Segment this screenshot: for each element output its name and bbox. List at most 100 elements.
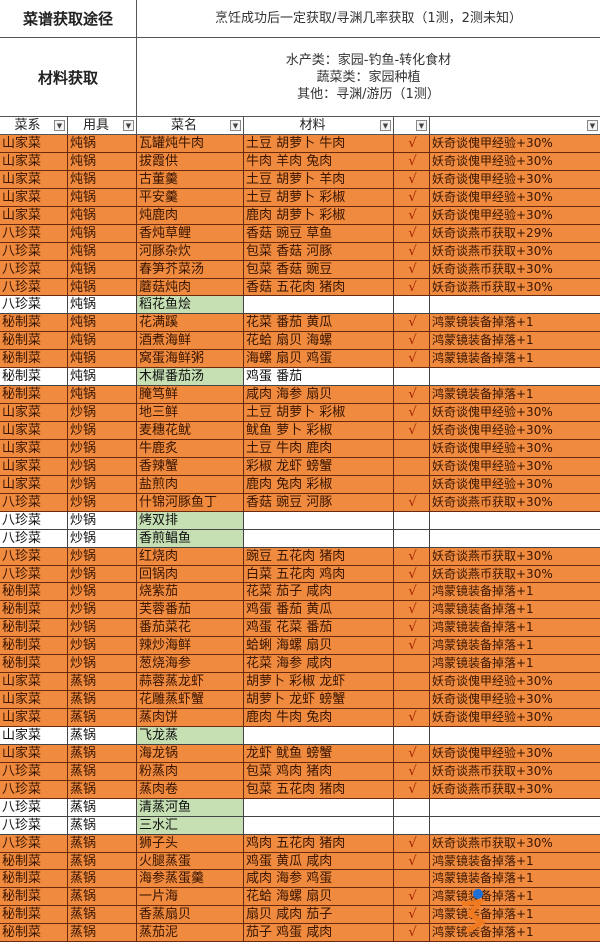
- table-row[interactable]: 秘制菜 炖锅 花满蹊 花菜 番茄 黄瓜 √ 鸿蒙镜装备掉落+1: [0, 314, 600, 333]
- cuisine-cell[interactable]: 山家菜: [0, 170, 68, 188]
- cuisine-cell[interactable]: 山家菜: [0, 691, 68, 708]
- dish-name-cell[interactable]: 蒜蓉蒸龙虾: [137, 673, 244, 691]
- table-row[interactable]: 秘制菜 炖锅 窝蛋海鲜粥 海螺 扇贝 鸡蛋 √ 鸿蒙镜装备掉落+1: [0, 350, 600, 369]
- obtained-check-cell[interactable]: √: [394, 135, 430, 152]
- obtained-check-cell[interactable]: √: [394, 278, 430, 296]
- filter-dropdown-icon[interactable]: ▼: [416, 120, 427, 131]
- dish-name-cell[interactable]: 花雕蒸虾蟹: [137, 691, 244, 708]
- tool-cell[interactable]: 炖锅: [68, 386, 137, 404]
- table-row[interactable]: 八珍菜 炖锅 香炖草鲤 香菇 豌豆 草鱼 √ 妖奇谈燕币获取+29%: [0, 224, 600, 243]
- ingredients-cell[interactable]: 彩椒 龙虾 螃蟹: [244, 457, 394, 475]
- tool-cell[interactable]: 炖锅: [68, 188, 137, 206]
- dish-name-cell[interactable]: 麦穗花鱿: [137, 422, 244, 439]
- ingredients-cell[interactable]: 鸡蛋 番茄 黄瓜: [244, 601, 394, 619]
- ingredients-cell[interactable]: [244, 798, 394, 816]
- table-row[interactable]: 山家菜 蒸锅 花雕蒸虾蟹 胡萝卜 龙虾 螃蟹 妖奇谈傀甲经验+30%: [0, 691, 600, 709]
- obtained-check-cell[interactable]: √: [394, 852, 430, 870]
- effect-cell[interactable]: 妖奇谈傀甲经验+30%: [432, 440, 553, 455]
- dish-name-cell[interactable]: 烧紫茄: [137, 583, 244, 601]
- table-row[interactable]: 秘制菜 炒锅 番茄菜花 鸡蛋 花菜 番茄 √ 鸿蒙镜装备掉落+1: [0, 619, 600, 638]
- table-row[interactable]: 八珍菜 炖锅 春笋芥菜汤 包菜 香菇 豌豆 √ 妖奇谈燕币获取+30%: [0, 260, 600, 279]
- obtained-check-cell[interactable]: √: [394, 547, 430, 565]
- ingredients-cell[interactable]: 扇贝 咸肉 茄子: [244, 906, 394, 924]
- effect-cell[interactable]: [430, 512, 600, 529]
- table-row[interactable]: 八珍菜 蒸锅 三水汇: [0, 816, 600, 835]
- dish-name-cell[interactable]: 蒸茄泥: [137, 924, 244, 942]
- tool-cell[interactable]: 炒锅: [68, 601, 137, 619]
- tool-cell[interactable]: 炒锅: [68, 475, 137, 493]
- obtained-check-cell[interactable]: √: [394, 314, 430, 332]
- table-row[interactable]: 秘制菜 炒锅 葱烧海参 花菜 海参 咸肉 鸿蒙镜装备掉落+1: [0, 655, 600, 674]
- obtained-check-cell[interactable]: √: [394, 619, 430, 637]
- effect-cell[interactable]: 妖奇谈燕币获取+30%: [432, 763, 553, 778]
- cuisine-cell[interactable]: 山家菜: [0, 188, 68, 206]
- effect-cell[interactable]: 鸿蒙镜装备掉落+1: [432, 602, 534, 617]
- ingredients-cell[interactable]: 咸肉 海参 鸡蛋: [244, 870, 394, 888]
- cuisine-cell[interactable]: 秘制菜: [0, 368, 68, 386]
- obtained-check-cell[interactable]: [394, 296, 430, 314]
- ingredients-cell[interactable]: 鱿鱼 萝卜 彩椒: [244, 422, 394, 439]
- ingredients-cell[interactable]: 香菇 五花肉 猪肉: [244, 278, 394, 296]
- ingredients-cell[interactable]: [244, 529, 394, 547]
- effect-cell[interactable]: 妖奇谈燕币获取+30%: [432, 835, 553, 850]
- effect-cell[interactable]: 妖奇谈傀甲经验+30%: [432, 476, 553, 491]
- obtained-check-cell[interactable]: √: [394, 834, 430, 852]
- dish-name-cell[interactable]: 地三鲜: [137, 404, 244, 421]
- effect-cell[interactable]: 妖奇谈燕币获取+30%: [432, 548, 553, 563]
- table-row[interactable]: 山家菜 炒锅 盐煎肉 鹿肉 兔肉 彩椒 妖奇谈傀甲经验+30%: [0, 475, 600, 494]
- effect-cell[interactable]: 妖奇谈傀甲经验+30%: [432, 207, 553, 222]
- obtained-check-cell[interactable]: [394, 691, 430, 708]
- obtained-check-cell[interactable]: [394, 439, 430, 457]
- effect-cell[interactable]: 鸿蒙镜装备掉落+1: [432, 925, 534, 940]
- cuisine-cell[interactable]: 山家菜: [0, 744, 68, 762]
- cuisine-cell[interactable]: 秘制菜: [0, 619, 68, 637]
- ingredients-cell[interactable]: 海螺 扇贝 鸡蛋: [244, 350, 394, 368]
- table-row[interactable]: 山家菜 炖锅 瓦罐炖牛肉 土豆 胡萝卜 牛肉 √ 妖奇谈傀甲经验+30%: [0, 135, 600, 153]
- table-row[interactable]: 山家菜 蒸锅 蒸肉饼 鹿肉 牛肉 兔肉 √ 妖奇谈傀甲经验+30%: [0, 709, 600, 727]
- cuisine-cell[interactable]: 八珍菜: [0, 834, 68, 852]
- ingredients-cell[interactable]: 鹿肉 胡萝卜 彩椒: [244, 206, 394, 224]
- ingredients-cell[interactable]: 土豆 胡萝卜 羊肉: [244, 170, 394, 188]
- ingredients-cell[interactable]: 包菜 鸡肉 猪肉: [244, 762, 394, 780]
- ingredients-cell[interactable]: 鸡肉 五花肉 猪肉: [244, 834, 394, 852]
- tool-cell[interactable]: 炖锅: [68, 350, 137, 368]
- obtained-check-cell[interactable]: √: [394, 242, 430, 260]
- dish-name-cell[interactable]: 芙蓉番茄: [137, 601, 244, 619]
- tool-cell[interactable]: 炒锅: [68, 565, 137, 583]
- tool-cell[interactable]: 蒸锅: [68, 816, 137, 834]
- tool-cell[interactable]: 蒸锅: [68, 726, 137, 744]
- table-row[interactable]: 山家菜 蒸锅 海龙锅 龙虾 鱿鱼 螃蟹 √ 妖奇谈傀甲经验+30%: [0, 744, 600, 763]
- ingredients-cell[interactable]: 蛤蜊 海螺 扇贝: [244, 637, 394, 655]
- dish-name-cell[interactable]: 盐煎肉: [137, 475, 244, 493]
- ingredients-cell[interactable]: 花蛤 扇贝 海螺: [244, 332, 394, 350]
- cuisine-cell[interactable]: 秘制菜: [0, 906, 68, 924]
- tool-cell[interactable]: 炖锅: [68, 242, 137, 260]
- effect-cell[interactable]: 妖奇谈燕币获取+30%: [432, 243, 553, 258]
- dish-name-cell[interactable]: 瓦罐炖牛肉: [137, 135, 244, 152]
- cuisine-cell[interactable]: 山家菜: [0, 206, 68, 224]
- tool-cell[interactable]: 炖锅: [68, 296, 137, 314]
- filter-dropdown-icon[interactable]: ▼: [54, 120, 65, 131]
- cuisine-cell[interactable]: 山家菜: [0, 475, 68, 493]
- cuisine-cell[interactable]: 山家菜: [0, 439, 68, 457]
- dish-name-cell[interactable]: 香蒸扇贝: [137, 906, 244, 924]
- dish-name-cell[interactable]: 海龙锅: [137, 744, 244, 762]
- effect-cell[interactable]: 妖奇谈燕币获取+30%: [432, 279, 553, 294]
- cuisine-cell[interactable]: 八珍菜: [0, 296, 68, 314]
- dish-name-cell[interactable]: 什锦河豚鱼丁: [137, 493, 244, 511]
- dish-name-cell[interactable]: 腌笃鲜: [137, 386, 244, 404]
- table-row[interactable]: 八珍菜 炒锅 红烧肉 豌豆 五花肉 猪肉 √ 妖奇谈燕币获取+30%: [0, 547, 600, 566]
- table-row[interactable]: 八珍菜 炒锅 香煎鲳鱼: [0, 529, 600, 548]
- dish-name-cell[interactable]: 一片海: [137, 888, 244, 906]
- obtained-check-cell[interactable]: √: [394, 637, 430, 655]
- table-row[interactable]: 秘制菜 蒸锅 蒸茄泥 茄子 鸡蛋 咸肉 √ 鸿蒙镜装备掉落+1: [0, 924, 600, 943]
- cuisine-cell[interactable]: 秘制菜: [0, 870, 68, 888]
- ingredients-cell[interactable]: 鹿肉 兔肉 彩椒: [244, 475, 394, 493]
- effect-cell[interactable]: 鸿蒙镜装备掉落+1: [432, 620, 534, 635]
- ingredients-cell[interactable]: 牛肉 羊肉 兔肉: [244, 152, 394, 170]
- table-row[interactable]: 秘制菜 炒锅 辣炒海鲜 蛤蜊 海螺 扇贝 √ 鸿蒙镜装备掉落+1: [0, 637, 600, 656]
- tool-cell[interactable]: 炒锅: [68, 583, 137, 601]
- tool-cell[interactable]: 蒸锅: [68, 870, 137, 888]
- effect-cell[interactable]: 妖奇谈燕币获取+30%: [432, 261, 553, 276]
- table-row[interactable]: 秘制菜 炖锅 木樨番茄汤 鸡蛋 番茄: [0, 368, 600, 387]
